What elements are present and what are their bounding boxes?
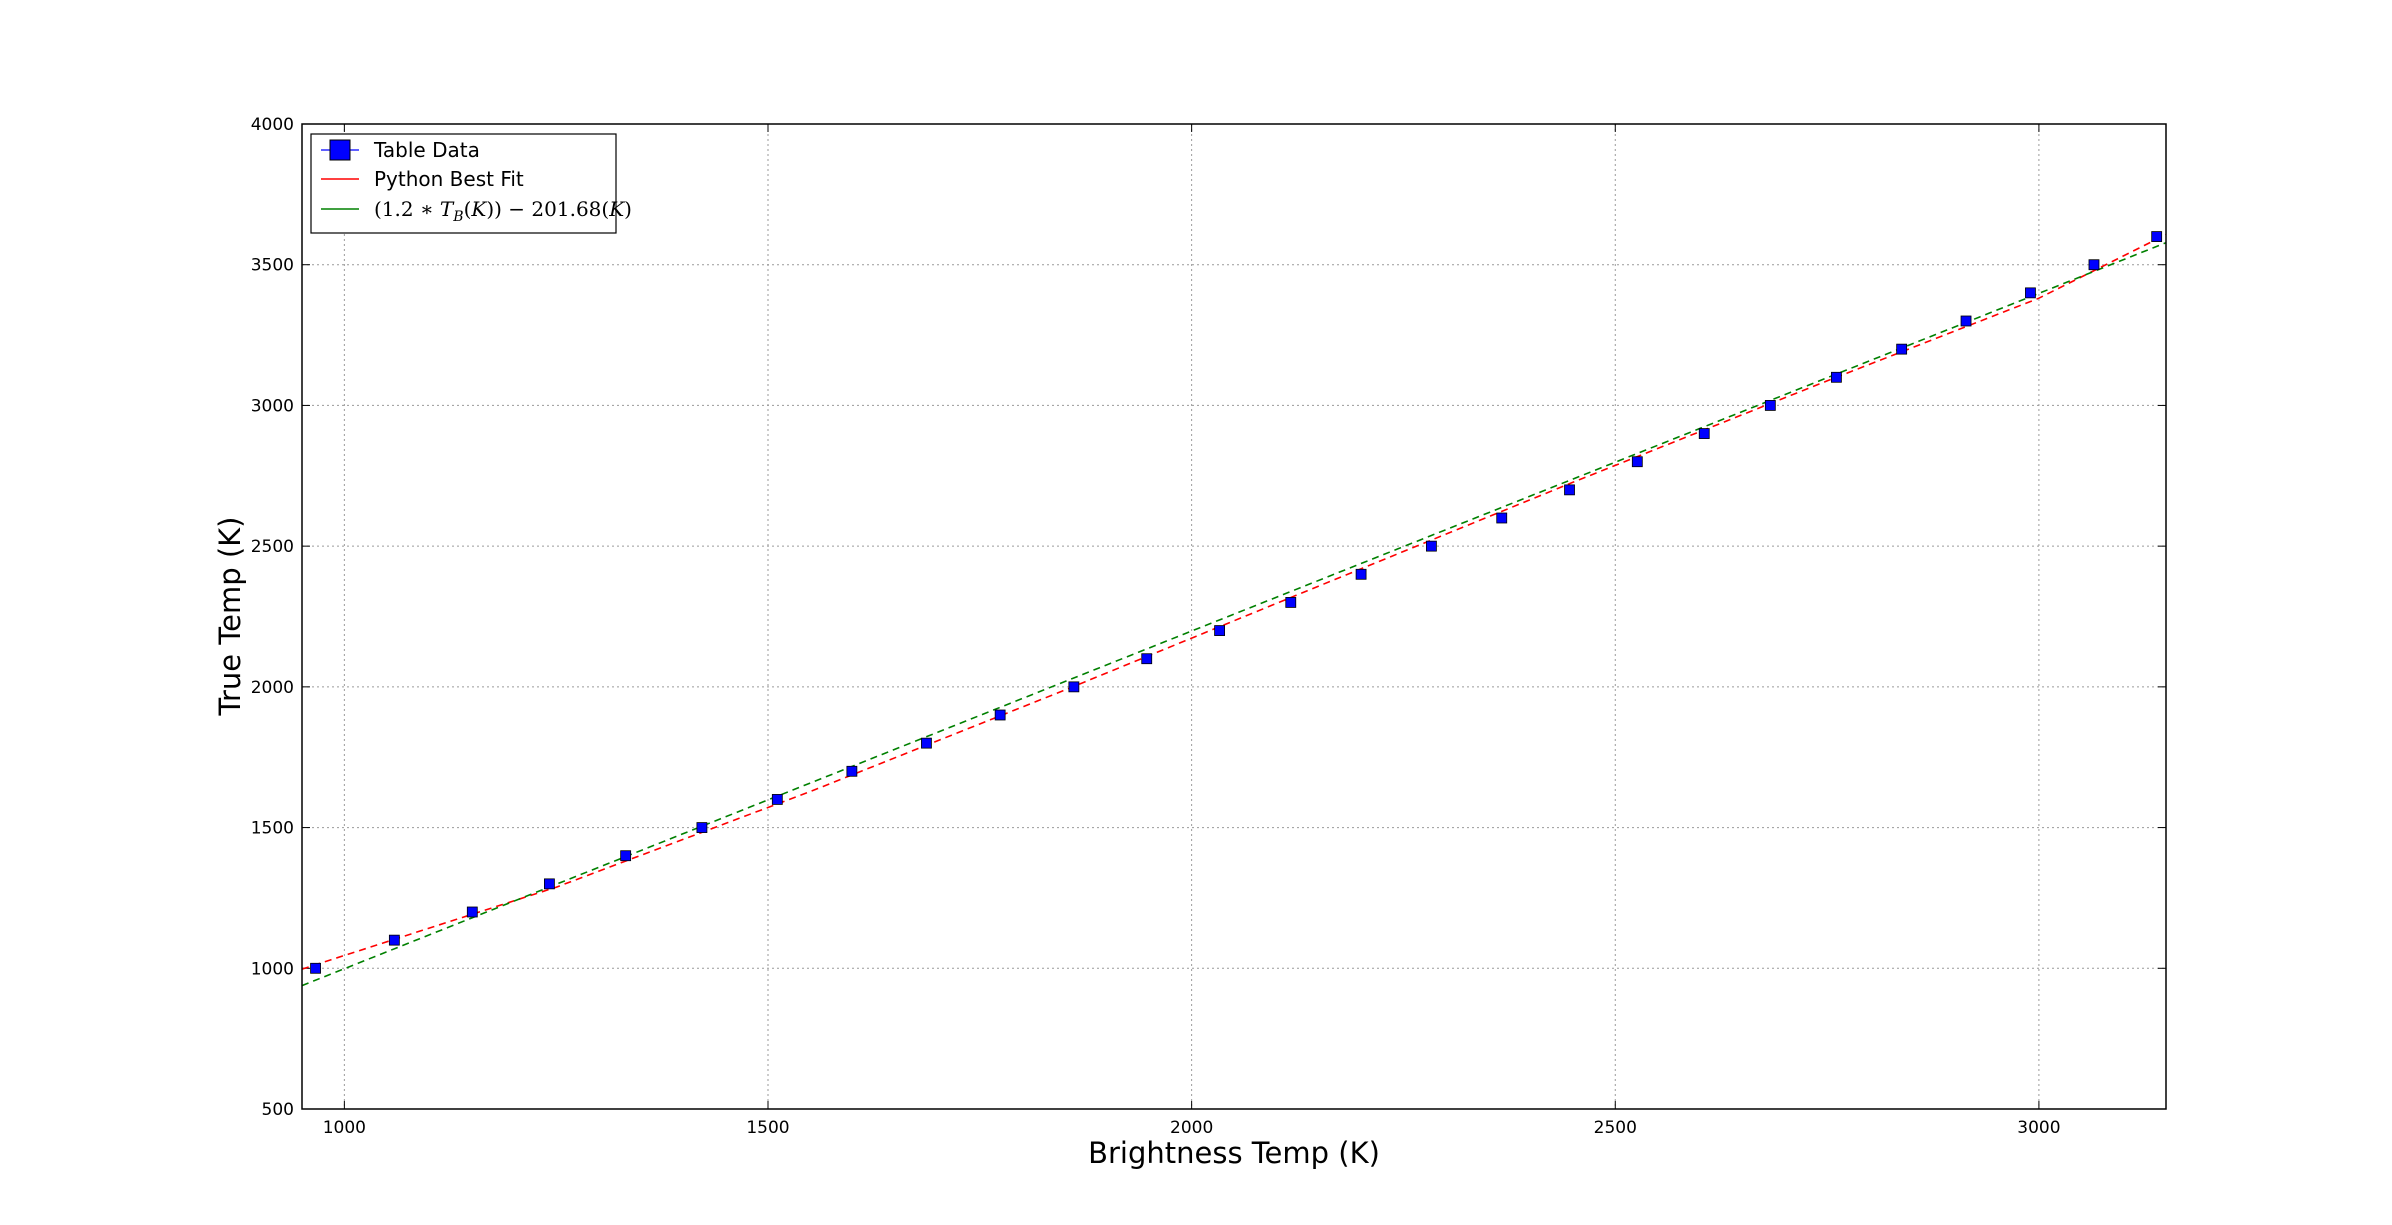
y-tick-label: 1000 (251, 959, 294, 979)
legend-label-python-best-fit: Python Best Fit (374, 167, 524, 191)
y-axis-ticks: 500 1000 1500 2000 2500 3000 3500 4000 (251, 115, 2166, 1120)
series-markers (310, 231, 2163, 974)
legend: Table Data Python Best Fit (1.2 ∗ TB(K))… (310, 133, 632, 234)
table-data-point (2088, 259, 2100, 271)
table-data-point (771, 794, 783, 805)
legend-swatch-table-data-marker (329, 139, 351, 161)
x-axis-title: Brightness Temp (K) (1088, 1136, 1380, 1170)
table-data-point (1214, 625, 1225, 636)
y-tick-label: 2000 (251, 678, 294, 698)
table-data-point (1068, 681, 1080, 693)
table-data-point (620, 850, 632, 862)
table-data-point (1698, 428, 1710, 439)
table-data-point (1960, 315, 1972, 327)
legend-box (310, 133, 617, 234)
table-data-point (466, 906, 478, 918)
table-data-point (994, 709, 1006, 721)
table-data-point (1426, 540, 1437, 552)
legend-label-table-data: Table Data (373, 138, 480, 162)
table-data-point (1631, 456, 1643, 468)
y-axis-title: True Temp (K) (213, 517, 247, 717)
plot-frame (301, 123, 2167, 1110)
table-data-point (2151, 231, 2163, 242)
table-data-point (1896, 343, 1908, 355)
table-data-point (1285, 597, 1297, 608)
x-tick-label: 1500 (746, 1118, 789, 1138)
table-data-point (2025, 287, 2036, 299)
y-tick-label: 500 (262, 1100, 294, 1120)
plot-background (302, 124, 2166, 1109)
table-data-point (544, 878, 555, 890)
y-tick-label: 3000 (251, 396, 294, 416)
x-tick-label: 3000 (2017, 1118, 2060, 1138)
table-data-point (921, 737, 932, 749)
x-axis-ticks: 1000 1500 2000 2500 3000 (323, 124, 2061, 1138)
legend-label-formula: (1.2 ∗ TB(K)) − 201.68(K) (374, 197, 632, 225)
table-data-point (846, 765, 858, 777)
y-tick-label: 2500 (251, 537, 294, 557)
table-data-point (1496, 512, 1508, 524)
y-tick-label: 1500 (251, 819, 294, 839)
y-tick-label: 3500 (251, 256, 294, 276)
table-data-point (696, 822, 708, 833)
table-data-point (310, 962, 321, 974)
table-data-point (1355, 568, 1367, 580)
python-best-fit-line (301, 233, 2167, 970)
x-tick-label: 2000 (1170, 1118, 1213, 1138)
table-data-point (1564, 484, 1575, 496)
series-lines (301, 233, 2167, 987)
table-data-point (1764, 400, 1776, 411)
x-tick-label: 1000 (323, 1118, 366, 1138)
table-data-point (388, 934, 400, 946)
table-data-point (1141, 653, 1153, 665)
y-tick-label: 4000 (251, 115, 294, 135)
formula-fit-line (301, 241, 2167, 987)
table-data-point (1831, 371, 1842, 383)
x-tick-label: 2500 (1594, 1118, 1637, 1138)
